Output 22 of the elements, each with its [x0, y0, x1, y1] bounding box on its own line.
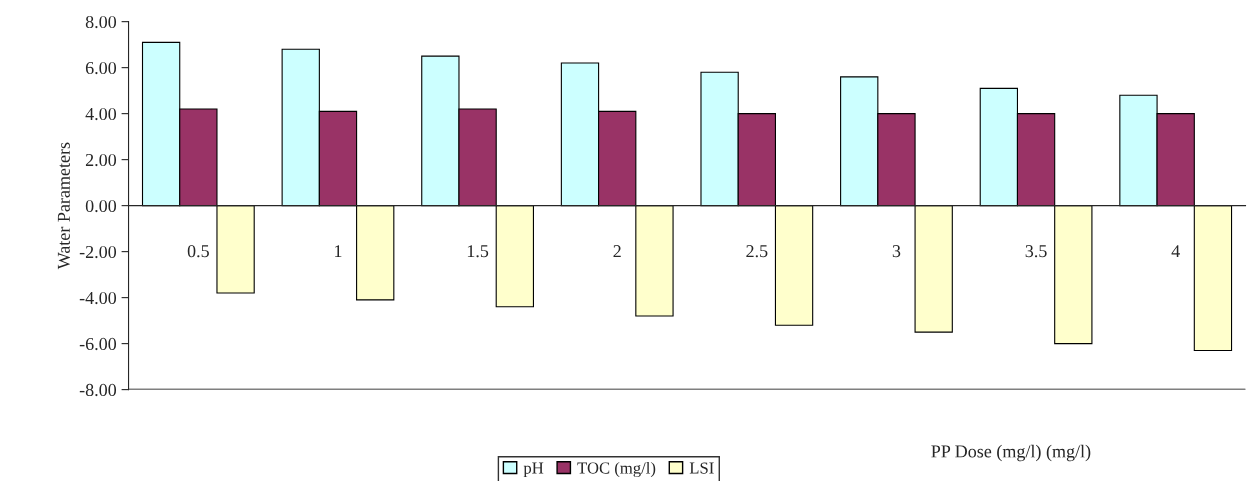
legend-label: pH	[523, 462, 544, 478]
y-tick-label: 0.00	[85, 199, 117, 213]
y-tick-label: 6.00	[85, 61, 117, 75]
x-axis-title: PP Dose (mg/l) (mg/l)	[931, 444, 1091, 462]
x-tick-label: 2.5	[746, 245, 768, 258]
y-tick-label: 8.00	[85, 15, 117, 29]
y-tick-label: 4.00	[85, 107, 117, 121]
y-tick-label: -4.00	[79, 291, 117, 305]
x-tick-label: 2	[613, 245, 621, 258]
x-tick-label: 1.5	[467, 245, 489, 258]
legend-label: TOC (mg/l)	[577, 461, 656, 478]
y-tick-label: -6.00	[79, 337, 117, 351]
x-tick-label: 0.5	[187, 245, 209, 258]
x-tick-label: 4	[1171, 245, 1180, 258]
x-tick-label: 3.5	[1025, 245, 1047, 258]
y-tick-label: 2.00	[85, 153, 117, 167]
x-tick-label: 3	[892, 245, 901, 258]
y-tick-label: -2.00	[79, 245, 117, 259]
y-axis-title: Water Parameters	[57, 142, 70, 270]
x-tick-label: 1	[335, 245, 342, 258]
legend-label: LSI	[689, 462, 714, 474]
y-tick-label: -8.00	[79, 383, 117, 397]
